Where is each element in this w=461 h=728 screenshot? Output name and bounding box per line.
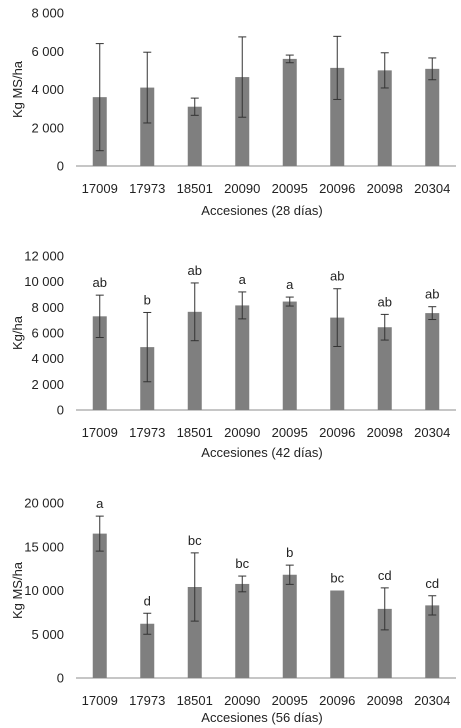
x-tick-label: 17009 (82, 693, 118, 708)
significance-letter: a (239, 272, 247, 287)
x-tick-label: 20304 (414, 693, 450, 708)
bar (425, 313, 440, 410)
significance-letter: ab (188, 263, 202, 278)
y-tick-label: 4 000 (31, 351, 64, 366)
y-tick-label: 0 (57, 671, 64, 686)
significance-letter: a (286, 277, 294, 292)
y-axis-label: Kg/ha (10, 315, 25, 350)
x-tick-label: 20098 (367, 181, 403, 196)
y-tick-label: 2 000 (31, 120, 64, 135)
y-tick-label: 0 (57, 159, 64, 174)
chart-3: 0 5 000 10 000 15 000 20 000 a 17009 d 17973 bc 18… (10, 496, 456, 725)
x-tick-label: 20096 (319, 181, 355, 196)
bar (235, 305, 250, 410)
x-tick-label: 17973 (129, 693, 165, 708)
x-tick-label: 20098 (367, 425, 403, 440)
bar (425, 605, 440, 678)
bar (140, 87, 155, 166)
bar (140, 623, 155, 678)
bar (187, 311, 202, 410)
bar (282, 58, 297, 166)
significance-letter: cd (425, 576, 439, 591)
bar (377, 70, 392, 166)
significance-letter: a (96, 496, 104, 511)
x-tick-label: 20304 (414, 181, 450, 196)
bar (187, 587, 202, 678)
significance-letter: b (286, 545, 293, 560)
bar (377, 608, 392, 678)
y-tick-label: 4 000 (31, 82, 64, 97)
significance-letter: ab (425, 287, 439, 302)
significance-letter: ab (93, 275, 107, 290)
y-tick-label: 8 000 (31, 300, 64, 315)
x-tick-label: 17009 (82, 181, 118, 196)
x-tick-label: 20304 (414, 425, 450, 440)
bar (330, 590, 345, 678)
bar (187, 106, 202, 166)
x-tick-label: 20090 (224, 181, 260, 196)
x-tick-label: 18501 (177, 181, 213, 196)
y-tick-label: 2 000 (31, 377, 64, 392)
y-tick-label: 6 000 (31, 326, 64, 341)
bar (235, 77, 250, 166)
x-axis-label: Accesiones (42 días) (201, 445, 322, 460)
x-tick-label: 18501 (177, 693, 213, 708)
x-tick-label: 20095 (272, 181, 308, 196)
bar (92, 316, 107, 410)
y-tick-label: 20 000 (24, 496, 64, 511)
significance-letter: bc (330, 571, 344, 586)
significance-letter: ab (378, 294, 392, 309)
x-tick-label: 20090 (224, 425, 260, 440)
bar (282, 301, 297, 410)
x-tick-label: 17009 (82, 425, 118, 440)
x-tick-label: 20090 (224, 693, 260, 708)
x-tick-label: 18501 (177, 425, 213, 440)
chart-1: 0 2 000 4 000 6 000 8 000 17009 17973 18501 2009… (10, 6, 456, 218)
x-axis-label: Accesiones (56 días) (201, 710, 322, 725)
bar (92, 533, 107, 678)
significance-letter: d (144, 593, 151, 608)
bar (235, 583, 250, 678)
y-tick-label: 12 000 (24, 249, 64, 264)
significance-letter: cd (378, 568, 392, 583)
x-axis-label: Accesiones (28 días) (201, 203, 322, 218)
bar (330, 317, 345, 410)
y-tick-label: 15 000 (24, 539, 64, 554)
y-axis-label: Kg MS/ha (10, 60, 25, 118)
y-tick-label: 8 000 (31, 6, 64, 21)
bar (282, 574, 297, 678)
y-tick-label: 10 000 (24, 583, 64, 598)
significance-letter: bc (188, 533, 202, 548)
bar (377, 327, 392, 410)
x-tick-label: 20095 (272, 425, 308, 440)
significance-letter: b (144, 292, 151, 307)
y-tick-label: 0 (57, 403, 64, 418)
significance-letter: ab (330, 269, 344, 284)
x-tick-label: 20096 (319, 693, 355, 708)
x-tick-label: 20098 (367, 693, 403, 708)
bar (330, 67, 345, 166)
significance-letter: bc (235, 556, 249, 571)
x-tick-label: 17973 (129, 181, 165, 196)
bar (425, 68, 440, 166)
y-tick-label: 10 000 (24, 274, 64, 289)
x-tick-label: 17973 (129, 425, 165, 440)
y-axis-label: Kg MS/ha (10, 561, 25, 619)
y-tick-label: 5 000 (31, 627, 64, 642)
x-tick-label: 20095 (272, 693, 308, 708)
y-tick-label: 6 000 (31, 44, 64, 59)
x-tick-label: 20096 (319, 425, 355, 440)
